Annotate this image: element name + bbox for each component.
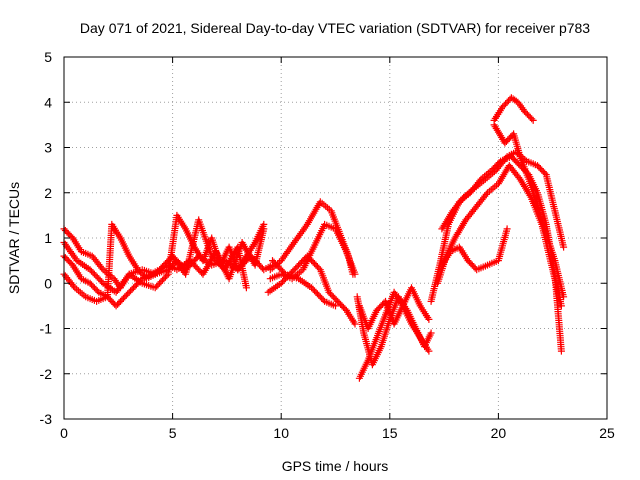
y-axis-label: SDTVAR / TECUs — [6, 182, 22, 294]
series-markers — [269, 257, 339, 310]
axis-ticks: 0 5 10 15 20 25 -3 -2 -1 0 1 2 3 4 5 — [40, 49, 615, 441]
series-track-8 — [269, 257, 339, 310]
series-track-15 — [438, 225, 511, 274]
series-markers — [490, 121, 568, 301]
series-markers — [438, 225, 511, 274]
series-markers — [355, 284, 433, 332]
series-markers — [264, 252, 359, 328]
y-tick-label: 1 — [44, 230, 52, 246]
y-tick-label: 4 — [44, 94, 52, 110]
chart-title: Day 071 of 2021, Sidereal Day-to-day VTE… — [80, 20, 590, 36]
series-markers — [438, 148, 568, 251]
x-tick-label: 15 — [382, 425, 398, 441]
x-tick-label: 10 — [273, 425, 289, 441]
x-axis-label: GPS time / hours — [282, 458, 389, 474]
x-tick-label: 0 — [60, 425, 68, 441]
y-tick-label: -1 — [40, 321, 53, 337]
series-markers — [490, 94, 537, 124]
y-tick-label: -3 — [40, 411, 53, 427]
series-track-14 — [438, 148, 568, 251]
series-track-16 — [490, 94, 537, 124]
y-tick-label: 0 — [44, 275, 52, 291]
y-tick-label: 5 — [44, 49, 52, 65]
series-track-7 — [264, 252, 359, 328]
x-tick-label: 20 — [491, 425, 507, 441]
y-tick-label: 3 — [44, 140, 52, 156]
x-tick-label: 5 — [169, 425, 177, 441]
x-tick-label: 25 — [599, 425, 615, 441]
series-track-11 — [355, 284, 433, 332]
series-track-17 — [490, 121, 568, 301]
y-tick-label: 2 — [44, 185, 52, 201]
y-tick-label: -2 — [40, 366, 53, 382]
